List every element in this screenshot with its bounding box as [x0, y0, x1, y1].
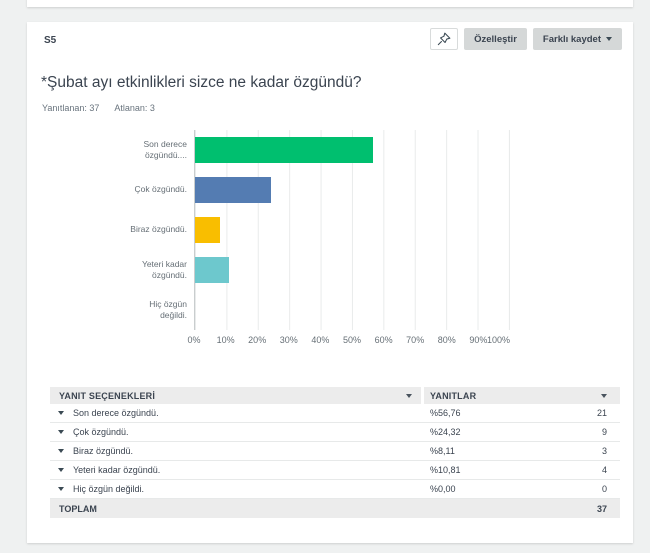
answer-options-header[interactable]: YANIT SEÇENEKLERİ [50, 387, 421, 404]
pushpin-icon [436, 31, 452, 47]
chart-row: Yeteri kadar özgündü. [27, 250, 510, 290]
chart-category-label: Yeteri kadar özgündü. [141, 258, 187, 280]
total-label: TOPLAM [59, 503, 97, 514]
response-count: 3 [601, 446, 607, 456]
responses-cell: %10,81 4 [421, 465, 620, 475]
x-axis-tick-label: 10% [216, 335, 235, 345]
answer-option-cell: Son derece özgündü. [50, 408, 421, 418]
x-axis-tick-label: 100% [486, 335, 510, 345]
table-body: Son derece özgündü. %56,76 21 Çok özgündü.%… [50, 404, 620, 499]
responses-cell: %8,11 3 [421, 446, 620, 456]
x-axis-tick-label: 50% [342, 335, 362, 345]
row-expand-caret-icon[interactable] [58, 449, 64, 453]
pin-button[interactable] [430, 28, 459, 50]
answer-option-label: Hiç özgün değildi. [73, 484, 145, 494]
question-results-card: S5 Özelleştir Farklı kaydet *Şubat ayı e… [27, 22, 633, 543]
question-title: *Şubat ayı etkinlikleri sizce ne kadar ö… [41, 74, 362, 91]
answer-option-label: Yeteri kadar özgündü. [73, 465, 161, 475]
chart-rows: Son derece özgündü.... Çok özgündü. Biraz … [27, 130, 510, 330]
chart-row: Son derece özgündü.... [27, 130, 510, 170]
x-axis-tick-label: 0% [187, 335, 201, 345]
skipped-count: Atlanan: 3 [114, 103, 155, 113]
chart-bar-track [194, 170, 510, 210]
customize-button[interactable]: Özelleştir [464, 28, 527, 50]
card-actions: Özelleştir Farklı kaydet [430, 28, 622, 50]
chart-bar-track [194, 130, 510, 170]
previous-card-edge [27, 0, 633, 7]
chevron-down-icon [606, 37, 612, 41]
responses-header[interactable]: YANITLAR [424, 387, 620, 404]
chart-category-label: Biraz özgündü. [130, 224, 187, 235]
chart-bar-track [194, 250, 510, 290]
chart-bar [195, 177, 272, 203]
row-expand-caret-icon[interactable] [58, 430, 64, 434]
x-axis-tick-label: 40% [311, 335, 330, 345]
table-row: Son derece özgündü. %56,76 21 [50, 404, 620, 423]
question-stats: Yanıtlanan: 37 Atlanan: 3 [42, 103, 168, 113]
answers-table: YANIT SEÇENEKLERİ YANITLAR Son derece öz… [50, 387, 620, 518]
row-expand-caret-icon[interactable] [58, 411, 64, 415]
answer-option-cell: Hiç özgün değildi. [50, 484, 421, 494]
x-axis-tick-label: 70% [406, 335, 425, 345]
response-count: 21 [596, 408, 607, 418]
response-percent: %0,00 [430, 484, 456, 494]
x-axis-tick-label: 80% [437, 335, 456, 345]
x-axis-tick-label: 30% [279, 335, 298, 345]
bar-chart: Son derece özgündü.... Çok özgündü. Biraz … [27, 130, 510, 330]
chart-bar-track [194, 290, 510, 330]
chart-row: Hiç özgün değildi. [27, 290, 510, 330]
response-count: 0 [601, 484, 607, 494]
sort-caret-icon[interactable] [406, 393, 412, 398]
table-total-row: TOPLAM 37 [50, 499, 620, 518]
response-percent: %10,81 [430, 465, 461, 475]
response-count: 4 [601, 465, 607, 475]
answer-option-label: Son derece özgündü. [73, 408, 159, 418]
sort-caret-icon[interactable] [601, 393, 607, 398]
answer-option-cell: Yeteri kadar özgündü. [50, 465, 421, 475]
customize-button-label: Özelleştir [474, 33, 517, 45]
row-expand-caret-icon[interactable] [58, 487, 64, 491]
chart-bar [195, 257, 229, 283]
answer-option-label: Çok özgündü. [73, 427, 129, 437]
response-count: 9 [601, 427, 607, 437]
chart-category-label: Hiç özgün değildi. [149, 298, 187, 320]
question-number: S5 [44, 35, 57, 46]
chart-bar-track [194, 210, 510, 250]
response-percent: %56,76 [430, 408, 461, 418]
table-row: Çok özgündü. %24,32 9 [50, 423, 620, 442]
responses-cell: %56,76 21 [421, 408, 620, 418]
chart-row: Biraz özgündü. [27, 210, 510, 250]
responses-cell: %24,32 9 [421, 427, 620, 437]
chart-category-label: Çok özgündü. [134, 184, 187, 195]
chart-bar [195, 217, 221, 243]
table-header-row: YANIT SEÇENEKLERİ YANITLAR [50, 387, 620, 404]
table-row: Yeteri kadar özgündü. %10,81 4 [50, 461, 620, 480]
chart-category-label: Son derece özgündü.... [143, 138, 187, 160]
response-percent: %24,32 [430, 427, 461, 437]
x-axis-tick-label: 60% [374, 335, 393, 345]
answer-option-label: Biraz özgündü. [73, 446, 134, 456]
row-expand-caret-icon[interactable] [58, 468, 64, 472]
table-row: Hiç özgün değildi. %0,00 0 [50, 480, 620, 499]
save-as-button[interactable]: Farklı kaydet [532, 28, 622, 50]
chart-bar [195, 137, 374, 163]
save-as-button-label: Farklı kaydet [542, 33, 601, 45]
answered-count: Yanıtlanan: 37 [42, 103, 100, 113]
table-row: Biraz özgündü. %8,11 3 [50, 442, 620, 461]
chart-row: Çok özgündü. [27, 170, 510, 210]
chart-x-axis: 0% 10% 20% 30% 40% 50% 60% 70% 80% 90% 100% [187, 330, 510, 346]
answer-option-cell: Biraz özgündü. [50, 446, 421, 456]
x-axis-tick-label: 20% [248, 335, 267, 345]
answer-option-cell: Çok özgündü. [50, 427, 421, 437]
total-count: 37 [596, 503, 607, 514]
x-axis-tick-label: 90% [469, 335, 488, 345]
response-percent: %8,11 [430, 446, 455, 456]
responses-cell: %0,00 0 [421, 484, 620, 494]
